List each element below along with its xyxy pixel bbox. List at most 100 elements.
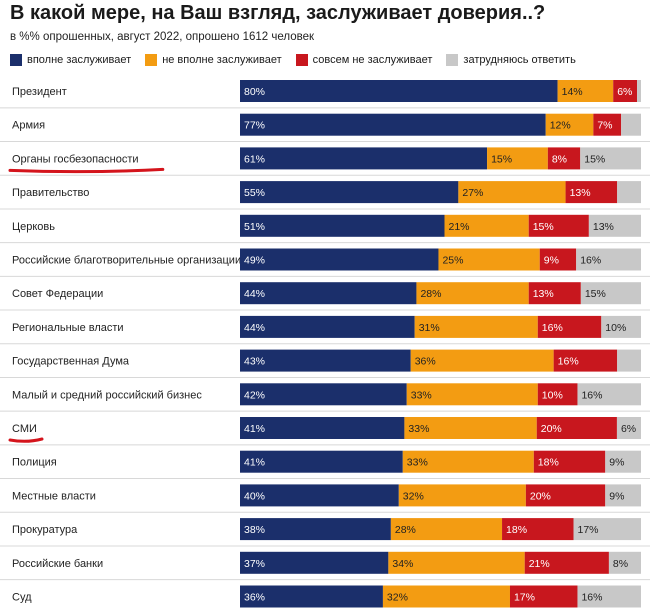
row-label: Государственная Дума bbox=[12, 356, 130, 368]
bar-segment bbox=[616, 417, 641, 439]
legend: вполне заслуживает не вполне заслуживает… bbox=[10, 54, 590, 66]
row-label: Церковь bbox=[12, 221, 55, 233]
legend-swatch-hard-to-say bbox=[446, 54, 459, 66]
data-label: 16% bbox=[581, 389, 602, 401]
legend-swatch-not-at-all bbox=[295, 54, 308, 66]
bar-segment bbox=[576, 248, 641, 271]
highlight-underline bbox=[8, 437, 44, 443]
data-label: 31% bbox=[419, 322, 440, 334]
row-label: Местные власти bbox=[12, 490, 96, 502]
data-label: 28% bbox=[420, 288, 441, 300]
bar-segment bbox=[605, 450, 641, 473]
data-label: 36% bbox=[415, 356, 436, 368]
row-label: Совет Федерации bbox=[12, 288, 103, 300]
data-label: 16% bbox=[558, 356, 579, 368]
legend-swatch-not-fully bbox=[145, 54, 158, 66]
bar-segment bbox=[398, 484, 526, 507]
data-label: 38% bbox=[244, 524, 265, 536]
data-label: 12% bbox=[550, 120, 571, 132]
bar-segment bbox=[240, 518, 391, 541]
bar-segment bbox=[637, 80, 641, 102]
bar-segment bbox=[557, 80, 614, 102]
bar-segment bbox=[388, 551, 525, 574]
bar-segment bbox=[240, 113, 546, 136]
bar-segment bbox=[593, 113, 622, 136]
data-label: 9% bbox=[544, 255, 559, 267]
data-label: 15% bbox=[585, 288, 606, 300]
data-label: 16% bbox=[580, 255, 601, 267]
data-label: 33% bbox=[407, 457, 428, 469]
row-label: Армия bbox=[12, 120, 45, 132]
bar-segment bbox=[382, 585, 510, 608]
bar-segment bbox=[487, 147, 548, 170]
legend-item-fully: вполне заслуживает bbox=[10, 54, 131, 66]
bar-segment bbox=[404, 417, 537, 439]
chart-subtitle: в %% опрошенных, август 2022, опрошено 1… bbox=[10, 31, 315, 43]
data-label: 32% bbox=[403, 490, 424, 502]
bar-segment bbox=[605, 484, 641, 507]
bar-segment bbox=[525, 484, 606, 507]
bar-segment bbox=[573, 518, 641, 541]
bar-segment bbox=[414, 315, 538, 338]
bar-segment bbox=[390, 518, 503, 541]
bar-segment bbox=[580, 147, 641, 170]
data-label: 16% bbox=[542, 322, 563, 334]
data-label: 77% bbox=[244, 120, 265, 132]
data-label: 32% bbox=[387, 592, 408, 604]
data-label: 34% bbox=[392, 558, 413, 570]
data-label: 18% bbox=[506, 524, 527, 536]
bar-segment bbox=[240, 248, 439, 271]
bar-segment bbox=[240, 315, 415, 338]
bar-segment bbox=[621, 113, 641, 136]
bar-segment bbox=[509, 585, 578, 608]
data-label: 36% bbox=[244, 592, 265, 604]
bar-segment bbox=[565, 181, 618, 204]
data-label: 9% bbox=[609, 490, 624, 502]
chart-title: В какой мере, на Ваш взгляд, заслуживает… bbox=[10, 2, 546, 24]
bar-segment bbox=[458, 181, 566, 204]
bar-segment bbox=[539, 248, 577, 271]
data-label: 9% bbox=[609, 457, 624, 469]
bar-segment bbox=[240, 585, 383, 608]
legend-item-not-fully: не вполне заслуживает bbox=[145, 54, 282, 66]
bar-segment bbox=[240, 484, 399, 507]
data-label: 33% bbox=[411, 389, 432, 401]
bar-segment bbox=[240, 80, 558, 102]
bar-segment bbox=[580, 282, 641, 305]
row-label: Суд bbox=[12, 592, 32, 604]
legend-label-fully: вполне заслуживает bbox=[27, 54, 132, 66]
legend-item-not-at-all: совсем не заслуживает bbox=[295, 54, 432, 66]
row-label: СМИ bbox=[12, 423, 37, 435]
data-label: 16% bbox=[581, 592, 602, 604]
legend-label-hard-to-say: затрудняюсь ответить bbox=[463, 54, 576, 66]
data-label: 51% bbox=[244, 221, 265, 233]
row-label: Российские благотворительные организации bbox=[12, 255, 241, 267]
bar-segment bbox=[617, 349, 641, 372]
data-label: 13% bbox=[533, 288, 554, 300]
bar-segment bbox=[536, 417, 617, 439]
bar-segment bbox=[601, 315, 641, 338]
data-label: 10% bbox=[542, 389, 563, 401]
bar-segment bbox=[537, 315, 602, 338]
bar-segment bbox=[416, 282, 529, 305]
bar-segment bbox=[528, 214, 589, 237]
data-label: 15% bbox=[584, 153, 605, 165]
data-label: 6% bbox=[617, 86, 632, 98]
data-label: 21% bbox=[449, 221, 470, 233]
bar-segment bbox=[240, 282, 417, 305]
data-label: 25% bbox=[442, 255, 463, 267]
row-label: Российские банки bbox=[12, 558, 103, 570]
bar-segment bbox=[240, 450, 403, 473]
data-label: 17% bbox=[514, 592, 535, 604]
data-label: 18% bbox=[538, 457, 559, 469]
data-label: 37% bbox=[244, 558, 265, 570]
bar-segment bbox=[240, 417, 405, 439]
legend-item-hard-to-say: затрудняюсь ответить bbox=[446, 54, 576, 66]
data-label: 41% bbox=[244, 423, 265, 435]
data-label: 20% bbox=[541, 423, 562, 435]
data-label: 28% bbox=[395, 524, 416, 536]
highlight-underline bbox=[8, 167, 165, 174]
data-label: 14% bbox=[562, 86, 583, 98]
bar-segment bbox=[240, 147, 488, 170]
bar-segment bbox=[533, 450, 606, 473]
